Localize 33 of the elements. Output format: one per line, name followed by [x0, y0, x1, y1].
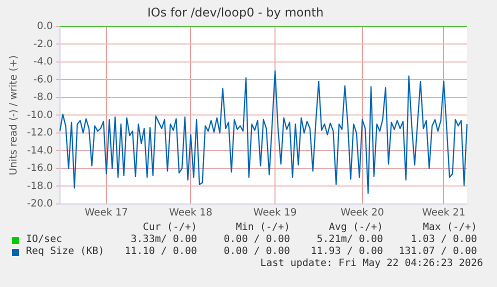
- text: 5.21m/ 0.00: [316, 234, 383, 245]
- text: 11.10 / 0.00: [124, 246, 197, 257]
- legend-label: IO/sec: [26, 234, 62, 245]
- text: 3.33m/ 0.00: [130, 234, 197, 245]
- y-tick-label: 0.0: [36, 20, 53, 32]
- text: Max (-/+): [422, 222, 477, 233]
- y-tick-label: -14.0: [27, 145, 53, 156]
- chart-title: IOs for /dev/loop0 - by month: [147, 5, 324, 20]
- y-tick-label: -10.0: [27, 110, 53, 121]
- x-tick-label: Week 21: [422, 208, 466, 219]
- y-tick-label: -8.0: [33, 92, 53, 104]
- text: 1.03 / 0.00: [410, 234, 477, 245]
- text: Min (-/+): [236, 222, 290, 233]
- text: Avg (-/+): [328, 222, 383, 233]
- x-tick-label: Week 20: [340, 208, 384, 219]
- y-tick-label: -18.0: [27, 180, 53, 192]
- y-tick-label: -16.0: [27, 163, 53, 174]
- y-tick-label: -20.0: [27, 198, 53, 210]
- x-tick-label: Week 18: [169, 208, 212, 219]
- text: Cur (-/+): [142, 222, 197, 233]
- text: 0.00 / 0.00: [224, 246, 290, 257]
- y-tick-label: -2.0: [33, 38, 53, 50]
- x-tick-label: Week 17: [84, 208, 128, 219]
- y-tick-label: -6.0: [33, 74, 53, 86]
- y-tick-label: -12.0: [27, 128, 53, 139]
- y-axis-title: Units read (-) / write (+): [8, 55, 20, 176]
- y-tick-label: -4.0: [33, 56, 53, 68]
- legend-label: Req Size (KB): [26, 246, 104, 257]
- text: 11.93 / 0.00: [310, 246, 383, 257]
- x-tick-label: Week 19: [253, 208, 297, 219]
- text: 131.07 / 0.00: [398, 246, 477, 257]
- text: 0.00 / 0.00: [224, 234, 290, 245]
- text: Last update: Fri May 22 04:26:23 2026: [260, 258, 483, 269]
